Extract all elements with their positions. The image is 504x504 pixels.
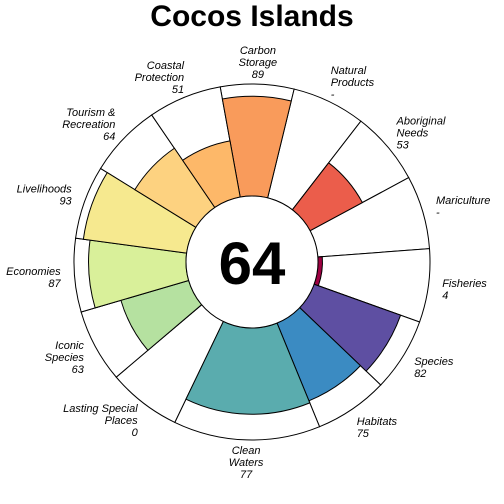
petal-name-lasting-special-places: Places [105,415,139,427]
petal-name-aboriginal-needs: Needs [397,128,429,140]
petal-fills [82,95,402,415]
petal-name-habitats: Habitats [357,416,398,428]
petal-value-natural-products: - [331,89,335,101]
petal-value-lasting-special-places: 0 [132,427,139,439]
petal-name-fisheries: Fisheries [442,278,487,290]
petal-name-natural-products: Products [331,77,375,89]
petal-value-economies: 87 [48,278,61,290]
petal-label-coastal-protection: Coastal Protection 51 [135,60,185,96]
petal-value-species: 82 [414,368,426,380]
petal-value-iconic-species: 63 [72,364,85,376]
petal-name-iconic-species: Species [45,352,85,364]
petal-value-fisheries: 4 [442,290,448,302]
petal-value-clean-waters: 77 [240,469,253,481]
petal-name-clean-waters: Clean [232,445,261,457]
petal-name-species: Species [414,356,454,368]
petal-label-economies: Economies 87 [6,266,61,290]
petal-name-coastal-protection: Protection [135,72,185,84]
petal-name-aboriginal-needs: Aboriginal [396,116,446,128]
center-circle [185,195,319,329]
petal-name-livelihoods: Livelihoods [17,184,73,196]
petal-name-natural-products: Natural [331,65,367,77]
petal-value-carbon-storage: 89 [252,69,264,81]
center-score: 64 [219,230,286,297]
petal-value-livelihoods: 93 [59,196,72,208]
petal-value-aboriginal-needs: 53 [397,140,410,152]
petal-label-habitats: Habitats 75 [357,416,398,440]
petal-value-tourism-and-recreation: 64 [103,131,115,143]
petal-name-tourism-and-recreation: Tourism & [66,107,115,119]
petal-name-clean-waters: Waters [229,457,264,469]
petal-value-mariculture: - [436,207,440,219]
petal-label-mariculture: Mariculture - [436,195,490,219]
petal-label-clean-waters: Clean Waters 77 [229,445,264,481]
petal-name-iconic-species: Iconic [55,340,84,352]
petal-labels: Carbon Storage 89 Natural Products -Aborigina… [6,45,490,481]
petal-value-habitats: 75 [357,428,370,440]
petal-name-tourism-and-recreation: Recreation [62,119,115,131]
petal-value-coastal-protection: 51 [172,84,184,96]
petal-label-iconic-species: Iconic Species 63 [45,340,85,376]
petal-label-natural-products: Natural Products - [331,65,375,101]
petal-name-carbon-storage: Storage [239,57,278,69]
petal-name-mariculture: Mariculture [436,195,490,207]
petal-name-carbon-storage: Carbon [240,45,276,57]
petal-label-tourism-and-recreation: Tourism & Recreation 64 [62,107,115,143]
petal-label-aboriginal-needs: Aboriginal Needs 53 [396,116,446,152]
petal-name-lasting-special-places: Lasting Special [63,403,138,415]
petal-label-fisheries: Fisheries 4 [442,278,487,302]
petal-name-coastal-protection: Coastal [147,60,185,72]
petal-label-lasting-special-places: Lasting Special Places 0 [63,403,138,439]
petal-label-carbon-storage: Carbon Storage 89 [239,45,278,81]
petal-label-livelihoods: Livelihoods 93 [17,184,73,208]
chart-title: Cocos Islands [150,0,353,33]
petal-name-economies: Economies [6,266,61,278]
petal-label-species: Species 82 [414,356,454,380]
